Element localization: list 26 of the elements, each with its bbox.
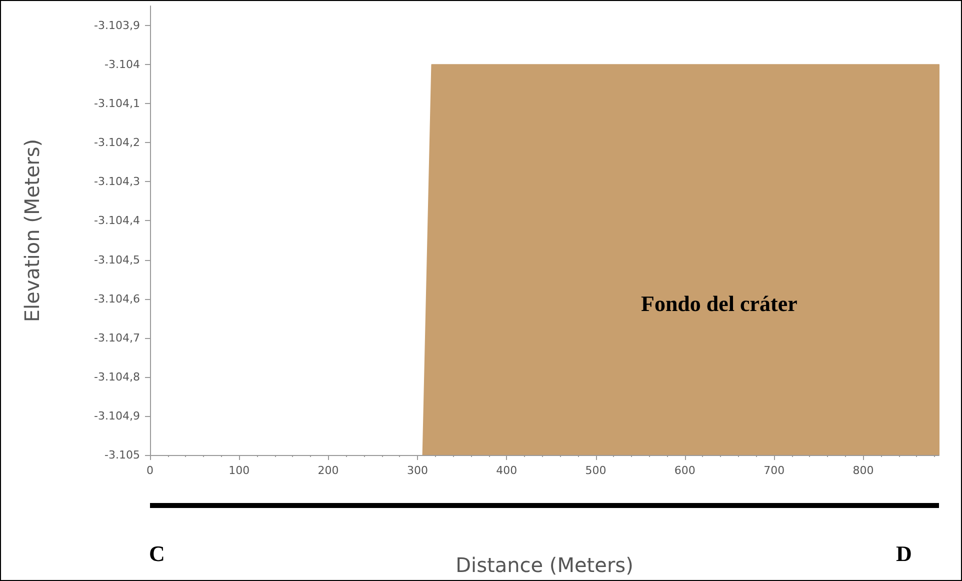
- x-axis-title: Distance (Meters): [456, 553, 634, 577]
- y-tick-label: -3.104,6: [94, 292, 140, 306]
- x-tick-label: 500: [585, 464, 606, 477]
- x-tick-label: 300: [406, 464, 428, 477]
- text: C: [149, 541, 165, 567]
- y-tick-label: -3.104: [104, 58, 140, 72]
- y-tick-label: -3.103,9: [94, 19, 140, 32]
- x-tick-label: 200: [318, 464, 339, 477]
- x-tick-label: 400: [496, 464, 518, 477]
- y-tick-label: -3.104,7: [94, 331, 140, 344]
- text: D: [896, 541, 912, 567]
- x-tick-label: 100: [228, 464, 250, 477]
- y-tick-label: -3.104,9: [94, 409, 140, 422]
- annotation: Fondo del cráter: [641, 291, 798, 317]
- x-tick-label: 0: [146, 464, 154, 477]
- y-tick-label: -3.104,8: [94, 370, 140, 384]
- y-tick-label: -3.104,3: [94, 175, 140, 188]
- y-tick-label: -3.105: [104, 448, 140, 462]
- y-tick-label: -3.104,1: [94, 97, 140, 110]
- y-tick-label: -3.104,5: [94, 253, 140, 266]
- y-axis-title: Elevation (Meters): [20, 138, 44, 322]
- y-tick-label: -3.104,2: [94, 136, 140, 150]
- x-tick-label: 600: [674, 464, 696, 477]
- y-tick-label: -3.104,4: [94, 214, 140, 228]
- x-tick-label: 800: [852, 464, 874, 477]
- x-tick-label: 700: [764, 464, 785, 477]
